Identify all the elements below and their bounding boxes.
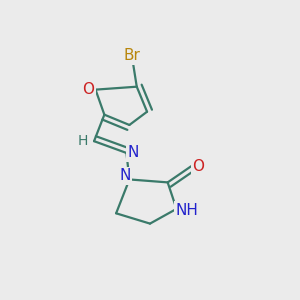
Text: O: O [193,159,205,174]
Text: O: O [82,82,94,97]
Text: N: N [127,146,139,160]
Text: Br: Br [124,48,141,63]
Text: N: N [119,168,131,183]
Text: H: H [78,134,88,148]
Text: NH: NH [176,203,198,218]
